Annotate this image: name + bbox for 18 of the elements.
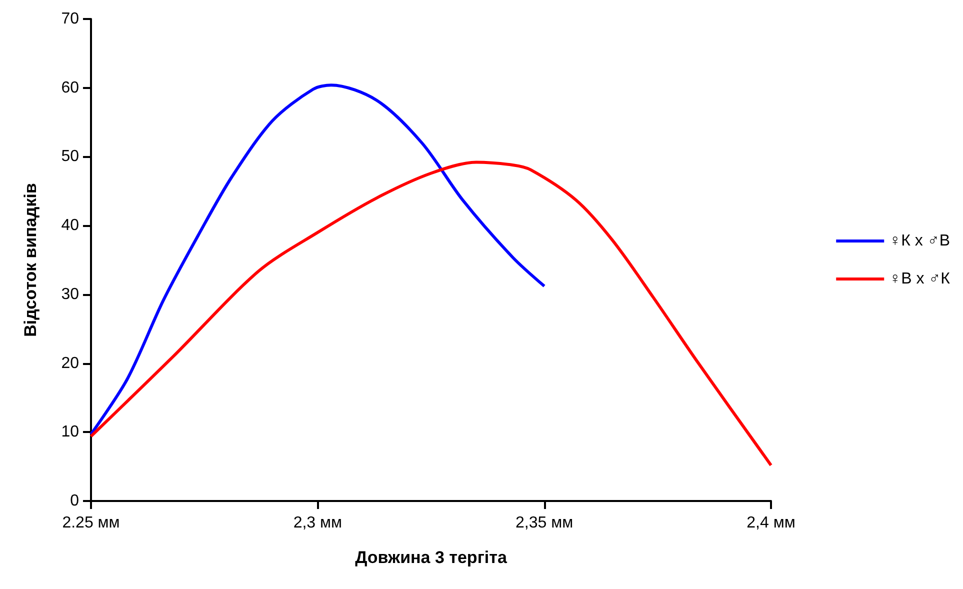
legend-label: ♀К x ♂В	[889, 232, 950, 250]
x-axis-title: Довжина 3 тергіта	[355, 548, 508, 567]
x-tick-label: 2,35 мм	[516, 514, 574, 532]
y-tick-label: 0	[70, 492, 80, 510]
line-series	[90, 84, 546, 436]
y-tick-label: 30	[61, 286, 80, 303]
y-tick-label: 50	[61, 148, 80, 166]
x-tick-label: 2,4 мм	[746, 514, 796, 532]
y-tick-label: 70	[61, 10, 80, 28]
y-tick-label: 10	[61, 424, 80, 441]
legend-label: ♀В x ♂К	[889, 270, 951, 288]
x-tick-label: 2,3 мм	[293, 514, 342, 532]
line-series	[90, 160, 772, 467]
x-tick-label: 2.25 мм	[62, 514, 120, 532]
y-tick-label: 40	[61, 217, 80, 234]
y-axis-title: Відсоток випадків	[21, 183, 40, 337]
y-tick-label: 60	[61, 79, 80, 96]
y-tick-label: 20	[61, 354, 80, 372]
